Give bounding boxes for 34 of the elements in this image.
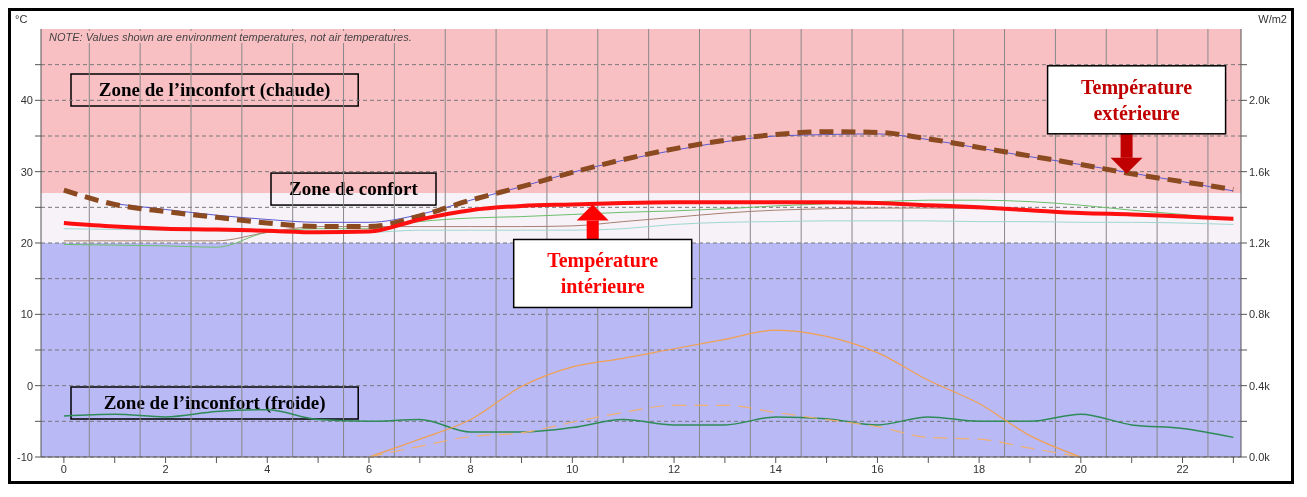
x-tick-label: 8 (467, 462, 474, 475)
y2-tick-label: 1.6k (1249, 165, 1271, 178)
x-tick-label: 12 (667, 462, 681, 475)
y2-tick-label: 0.4k (1249, 379, 1271, 392)
x-tick-label: 18 (973, 462, 986, 475)
y2-tick-label: 0.8k (1249, 308, 1271, 321)
y-tick-label: 30 (20, 165, 33, 178)
x-tick-label: 22 (1176, 462, 1189, 475)
y2-axis-title: W/m2 (1258, 13, 1287, 25)
y-tick-label: 0 (26, 379, 33, 392)
y2-tick-label: 0.0k (1249, 450, 1271, 463)
x-tick-label: 2 (162, 462, 169, 475)
x-tick-label: 20 (1074, 462, 1087, 475)
y-axis-title: °C (15, 13, 28, 25)
y-tick-label: 40 (20, 94, 33, 107)
annotation: Température extérieure (1081, 75, 1193, 124)
line-series (368, 329, 1082, 457)
band-label: Zone de l’inconfort (chaude) (98, 79, 331, 101)
x-tick-label: 0 (60, 462, 67, 475)
y-tick-label: 20 (20, 236, 33, 249)
band-label: Zone de confort (289, 178, 419, 200)
y2-tick-label: 2.0k (1249, 94, 1271, 107)
x-tick-label: 6 (365, 462, 373, 475)
x-tick-label: 14 (769, 462, 782, 475)
x-tick-label: 4 (264, 462, 271, 475)
y-tick-label: -10 (17, 450, 33, 463)
band-label: Zone de l’inconfort (froide) (103, 392, 326, 414)
x-tick-label: 16 (871, 462, 884, 475)
annotation: NOTE: Values shown are environment temperatures, not air temperatures. (47, 31, 414, 43)
x-tick-label: 10 (566, 462, 579, 475)
annotation: Température intérieure (547, 249, 659, 298)
y2-tick-label: 1.2k (1249, 236, 1271, 249)
line-series (61, 200, 1236, 235)
y-tick-label: 10 (20, 308, 33, 321)
